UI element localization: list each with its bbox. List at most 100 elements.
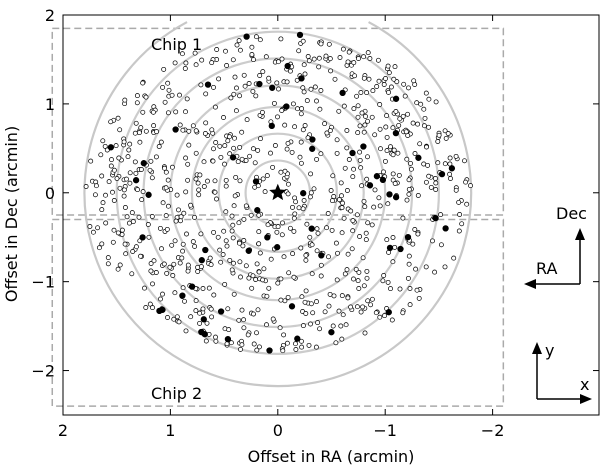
compass-north-label: Dec — [556, 204, 587, 223]
star-point — [363, 113, 368, 119]
detector-x-label: x — [580, 375, 589, 394]
star-point — [342, 271, 348, 277]
star-point — [443, 135, 449, 141]
star-point — [256, 269, 262, 275]
star-point — [311, 186, 317, 192]
star-point — [285, 140, 291, 146]
member-point — [132, 177, 140, 184]
star-point — [133, 170, 139, 176]
star-point — [213, 338, 219, 344]
star-point — [143, 128, 149, 134]
star-point — [336, 197, 342, 203]
star-point — [238, 346, 243, 352]
star-point — [322, 309, 328, 315]
star-point — [302, 123, 308, 128]
star-point — [160, 84, 166, 90]
star-point — [298, 245, 304, 251]
star-point — [339, 193, 344, 199]
star-point — [415, 121, 421, 127]
star-point — [201, 184, 207, 189]
star-point — [401, 81, 407, 87]
x-tick-label: −1 — [373, 421, 397, 440]
star-point — [407, 302, 413, 308]
star-point — [317, 326, 323, 332]
star-point — [116, 155, 122, 161]
star-point — [222, 281, 228, 287]
star-point — [298, 111, 304, 117]
star-point — [406, 85, 411, 91]
member-point — [145, 191, 152, 198]
star-point — [117, 127, 123, 133]
star-point — [195, 264, 201, 270]
star-point — [359, 110, 365, 116]
star-point — [295, 106, 300, 112]
star-point — [300, 206, 306, 212]
star-point — [328, 188, 334, 193]
star-point — [369, 296, 375, 302]
star-point — [303, 252, 309, 258]
star-point — [305, 54, 311, 59]
star-point — [345, 295, 351, 301]
star-point — [140, 189, 146, 195]
star-point — [243, 263, 249, 269]
star-point — [344, 145, 350, 151]
star-point — [298, 139, 304, 145]
star-point — [262, 189, 268, 195]
star-point — [162, 165, 167, 171]
star-point — [323, 53, 329, 59]
detector-axes: y x — [532, 341, 592, 404]
star-point — [255, 307, 261, 313]
star-point — [140, 109, 146, 115]
star-point — [161, 66, 167, 72]
star-point — [318, 88, 324, 93]
star-point — [193, 298, 199, 304]
ring-7 — [83, 21, 473, 388]
member-point — [139, 234, 146, 241]
star-point — [405, 275, 411, 281]
star-point — [236, 240, 242, 246]
star-point — [393, 109, 399, 114]
plot-area — [51, 21, 505, 407]
star-point — [199, 57, 205, 63]
member-point — [360, 143, 367, 150]
star-point — [402, 93, 408, 99]
star-point — [365, 118, 371, 124]
star-point — [242, 83, 248, 89]
star-point — [279, 108, 285, 113]
star-point — [453, 153, 459, 159]
star-point — [388, 84, 394, 90]
star-point — [325, 211, 331, 216]
star-point — [426, 124, 432, 130]
star-point — [309, 271, 315, 277]
star-point — [360, 255, 366, 261]
star-point — [172, 238, 178, 244]
star-point — [344, 128, 350, 133]
star-point — [225, 306, 231, 312]
star-point — [412, 151, 418, 156]
star-point — [223, 183, 229, 189]
star-point — [100, 200, 106, 206]
star-point — [338, 180, 344, 186]
member-point — [415, 154, 422, 161]
star-point — [193, 62, 199, 68]
star-point — [300, 85, 306, 91]
star-point — [334, 150, 340, 156]
star-point — [390, 125, 396, 131]
star-point — [153, 270, 159, 275]
star-point — [300, 127, 306, 133]
star-point — [355, 114, 361, 120]
star-point — [236, 317, 242, 323]
member-point — [217, 308, 225, 315]
star-point — [302, 299, 308, 305]
star-point — [228, 340, 234, 346]
star-point — [177, 92, 182, 98]
star-point — [351, 166, 357, 172]
star-point — [178, 218, 183, 224]
star-point — [129, 210, 135, 216]
star-point — [201, 159, 207, 165]
star-point — [140, 80, 146, 86]
star-point — [148, 261, 154, 266]
star-point — [240, 243, 246, 249]
star-point — [292, 211, 298, 217]
star-point — [435, 160, 441, 166]
